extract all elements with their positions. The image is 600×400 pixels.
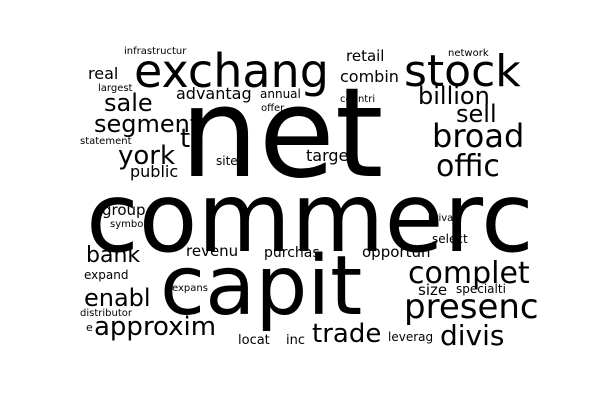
word-infrastructur: infrastructur [124,46,187,57]
word-expans: expans [172,283,208,294]
word-inc: inc [286,333,305,348]
word-segment: segment [94,110,200,138]
word-e: e [86,321,93,334]
word-leverag: leverag [388,330,434,344]
word-retail: retail [346,47,385,65]
word-commerc: commerc [86,162,534,274]
word-network: network [448,48,489,59]
word-approxim: approxim [94,312,217,342]
word-largest: largest [98,83,133,94]
word-trade: trade [312,319,382,349]
word-offer: offer [261,103,285,114]
word-expand: expand [84,268,129,282]
word-real: real [88,64,119,83]
word-presenc: presenc [404,287,539,327]
word-sell: sell [456,100,497,128]
word-countri: countri [340,94,376,105]
word-offic: offic [436,149,500,184]
word-exchang: exchang [134,44,329,98]
word-advantag: advantag [176,84,252,103]
word-annual: annual [260,87,301,101]
word-stock: stock [404,46,521,97]
word-distributor: distributor [80,308,132,319]
word-opportun: opportun [362,243,431,261]
word-statement: statement [80,136,132,147]
word-t: t [180,124,191,154]
word-divis: divis [440,319,505,352]
word-size: size [418,281,448,299]
word-revenu: revenu [186,242,239,260]
word-symbol: symbol [110,219,147,230]
word-locat: locat [238,333,270,348]
word-public: public [130,162,179,181]
word-combin: combin [340,67,399,86]
word-target: target [306,146,355,165]
word-enabl: enabl [84,284,151,312]
word-net: net [180,62,384,206]
word-sale: sale [104,89,153,117]
word-site: site [216,154,238,168]
word-capit: capit [160,239,363,334]
word-bank: bank [86,243,141,268]
word-broad: broad [432,117,525,155]
word-group: group [102,201,146,219]
word-privat: privat [428,213,458,224]
word-complet: complet [408,256,530,291]
word-billion: billion [418,82,490,110]
word-specialti: specialti [456,282,506,296]
word-purchas: purchas [264,245,320,261]
word-select: select [432,232,468,246]
word-york: york [118,141,176,171]
